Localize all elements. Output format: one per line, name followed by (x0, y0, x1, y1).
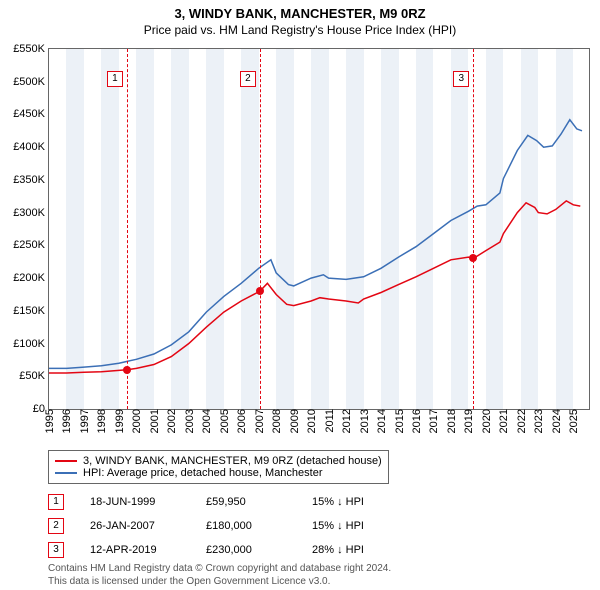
legend-swatch (55, 460, 77, 462)
y-tick-label: £450K (13, 108, 49, 120)
sale-event-index: 1 (48, 494, 64, 510)
sale-marker-box: 2 (240, 71, 256, 87)
sale-event-index: 2 (48, 518, 64, 534)
sale-event-hpi-diff: 15% ↓ HPI (312, 520, 402, 532)
footer-line1: Contains HM Land Registry data © Crown c… (48, 562, 391, 575)
sale-dot (256, 287, 264, 295)
x-tick-label: 2002 (164, 409, 178, 433)
footer-line2: This data is licensed under the Open Gov… (48, 575, 391, 588)
y-tick-label: £550K (13, 43, 49, 55)
chart-title: 3, WINDY BANK, MANCHESTER, M9 0RZ (0, 0, 600, 21)
y-tick-label: £150K (13, 305, 49, 317)
sale-event-date: 18-JUN-1999 (90, 496, 180, 508)
sale-event-row: 2 26-JAN-2007 £180,000 15% ↓ HPI (48, 518, 402, 534)
x-tick-label: 2015 (392, 409, 406, 433)
legend-label: 3, WINDY BANK, MANCHESTER, M9 0RZ (detac… (83, 455, 382, 467)
legend: 3, WINDY BANK, MANCHESTER, M9 0RZ (detac… (48, 450, 389, 484)
x-tick-label: 2014 (374, 409, 388, 433)
x-tick-label: 2023 (531, 409, 545, 433)
x-tick-label: 2000 (129, 409, 143, 433)
x-tick-label: 2007 (252, 409, 266, 433)
x-tick-label: 2017 (426, 409, 440, 433)
x-tick-label: 2006 (234, 409, 248, 433)
sale-marker-line (260, 49, 261, 409)
x-tick-label: 2018 (444, 409, 458, 433)
chart-container: 3, WINDY BANK, MANCHESTER, M9 0RZ Price … (0, 0, 600, 590)
y-tick-label: £100K (13, 338, 49, 350)
x-tick-label: 2025 (566, 409, 580, 433)
x-tick-label: 2021 (496, 409, 510, 433)
y-tick-label: £200K (13, 272, 49, 284)
x-tick-label: 2008 (269, 409, 283, 433)
sale-event-hpi-diff: 15% ↓ HPI (312, 496, 402, 508)
sale-marker-box: 1 (107, 71, 123, 87)
sale-dot (123, 366, 131, 374)
footer-attribution: Contains HM Land Registry data © Crown c… (48, 562, 391, 588)
x-tick-label: 1997 (77, 409, 91, 433)
y-tick-label: £400K (13, 141, 49, 153)
legend-row: 3, WINDY BANK, MANCHESTER, M9 0RZ (detac… (55, 455, 382, 467)
sale-event-date: 26-JAN-2007 (90, 520, 180, 532)
legend-row: HPI: Average price, detached house, Manc… (55, 467, 382, 479)
chart-subtitle: Price paid vs. HM Land Registry's House … (0, 23, 600, 37)
x-tick-label: 1999 (112, 409, 126, 433)
x-tick-label: 2005 (217, 409, 231, 433)
sale-event-date: 12-APR-2019 (90, 544, 180, 556)
sale-event-row: 1 18-JUN-1999 £59,950 15% ↓ HPI (48, 494, 402, 510)
x-tick-label: 2019 (461, 409, 475, 433)
x-tick-label: 2001 (147, 409, 161, 433)
x-tick-label: 2013 (357, 409, 371, 433)
sale-marker-line (127, 49, 128, 409)
x-tick-label: 2024 (549, 409, 563, 433)
sale-marker-line (473, 49, 474, 409)
x-tick-label: 1995 (42, 409, 56, 433)
x-tick-label: 2016 (409, 409, 423, 433)
sale-event-price: £180,000 (206, 520, 286, 532)
x-tick-label: 2012 (339, 409, 353, 433)
sale-dot (469, 254, 477, 262)
series-property-line (49, 201, 580, 373)
sale-event-price: £59,950 (206, 496, 286, 508)
x-tick-label: 2009 (287, 409, 301, 433)
sale-event-index: 3 (48, 542, 64, 558)
x-tick-label: 2010 (304, 409, 318, 433)
sale-event-row: 3 12-APR-2019 £230,000 28% ↓ HPI (48, 542, 402, 558)
plot-area: £0£50K£100K£150K£200K£250K£300K£350K£400… (48, 48, 590, 410)
y-tick-label: £50K (19, 370, 49, 382)
sale-event-price: £230,000 (206, 544, 286, 556)
series-hpi-line (49, 120, 582, 369)
sale-events-table: 1 18-JUN-1999 £59,950 15% ↓ HPI 2 26-JAN-2007… (48, 494, 402, 566)
sale-event-hpi-diff: 28% ↓ HPI (312, 544, 402, 556)
y-tick-label: £350K (13, 174, 49, 186)
x-tick-label: 1996 (59, 409, 73, 433)
legend-swatch (55, 472, 77, 474)
chart-svg (49, 49, 589, 409)
x-tick-label: 2004 (199, 409, 213, 433)
x-tick-label: 2011 (322, 409, 336, 433)
legend-label: HPI: Average price, detached house, Manc… (83, 467, 323, 479)
x-tick-label: 1998 (94, 409, 108, 433)
x-tick-label: 2003 (182, 409, 196, 433)
y-tick-label: £300K (13, 207, 49, 219)
x-tick-label: 2022 (514, 409, 528, 433)
y-tick-label: £250K (13, 239, 49, 251)
sale-marker-box: 3 (453, 71, 469, 87)
x-tick-label: 2020 (479, 409, 493, 433)
y-tick-label: £500K (13, 76, 49, 88)
